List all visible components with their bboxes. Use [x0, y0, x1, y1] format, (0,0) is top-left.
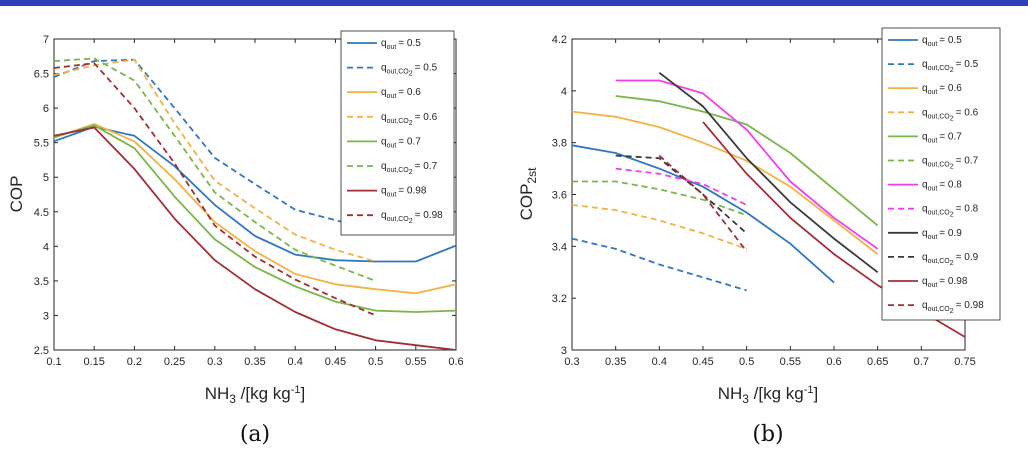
y-tick-label: 3.2	[552, 293, 567, 305]
y-tick-label: 3.4	[552, 241, 567, 253]
y-tick-label: 3.6	[552, 190, 567, 202]
x-axis-label-a: NH3 /[kg kg-1]	[205, 384, 306, 406]
y-tick-label: 4.2	[552, 34, 567, 46]
legend-entry-11: qout,CO2= 0.98	[922, 300, 984, 315]
legend-entry-1: qout,CO2= 0.5	[381, 63, 438, 78]
legend-entry-0: qout = 0.5	[922, 35, 962, 48]
header-title-strip	[0, 0, 1028, 6]
series-line-0	[572, 144, 835, 284]
legend-entry-10: qout = 0.98	[922, 276, 968, 289]
x-tick-label: 0.15	[83, 356, 104, 368]
y-tick-label: 4.5	[34, 207, 49, 219]
legend-entry-5: qout,CO2= 0.7	[922, 156, 979, 171]
y-tick-label: 3	[43, 310, 49, 322]
series-line-3	[572, 204, 748, 250]
x-tick-label: 0.4	[288, 356, 303, 368]
series-line-3	[54, 58, 376, 263]
series-line-5	[54, 57, 376, 282]
legend-entry-2: qout = 0.6	[381, 87, 421, 100]
legend-box	[340, 30, 455, 236]
legend-entry-9: qout,CO2= 0.9	[922, 252, 979, 267]
series-line-1	[572, 237, 747, 292]
y-tick-label: 7	[43, 34, 49, 46]
y-tick-label: 6.5	[34, 69, 49, 81]
x-tick-label: 0.45	[325, 356, 346, 368]
legend-entry-7: qout,CO2= 0.98	[381, 210, 443, 225]
series-lines	[54, 57, 456, 350]
y-tick-label: 5	[43, 172, 49, 184]
x-tick-label: 0.7	[914, 356, 929, 368]
x-tick-label: 0.4	[652, 356, 667, 368]
series-line-6	[615, 79, 879, 250]
x-tick-label: 0.25	[164, 356, 185, 368]
x-tick-label: 0.55	[780, 356, 801, 368]
legend-entry-6: qout = 0.98	[381, 186, 427, 199]
x-tick-label: 0.6	[448, 356, 463, 368]
y-axis-label-b: COP2st	[517, 167, 539, 221]
x-tick-label: 0.3	[207, 356, 222, 368]
x-tick-label: 0.1	[46, 356, 61, 368]
legend-entry-5: qout,CO2= 0.7	[381, 161, 438, 176]
x-tick-label: 0.5	[368, 356, 383, 368]
series-line-1	[54, 58, 376, 232]
legend-entry-3: qout,CO2= 0.6	[922, 107, 979, 122]
legend-entry-4: qout = 0.7	[381, 136, 421, 149]
x-tick-label: 0.35	[244, 356, 265, 368]
series-line-6	[54, 126, 456, 350]
legend-entry-1: qout,CO2= 0.5	[922, 59, 979, 74]
legend-box	[881, 27, 1001, 321]
x-tick-label: 0.55	[405, 356, 426, 368]
x-tick-label: 0.3	[564, 356, 579, 368]
series-line-2	[54, 123, 456, 295]
legend-entry-7: qout,CO2= 0.8	[922, 204, 979, 219]
y-tick-label: 5.5	[34, 138, 49, 150]
series-line-0	[54, 125, 456, 263]
x-tick-label: 0.35	[605, 356, 626, 368]
y-tick-label: 6	[43, 103, 49, 115]
legend-a: qout = 0.5 qout,CO2= 0.5 qout = 0.6 qout,CO2=…	[340, 30, 455, 236]
y-tick-label: 2.5	[34, 345, 49, 357]
series-line-2	[572, 110, 879, 255]
panel-a: 0.1 0.15 0.2 0.25 0.3 0.35 0.4 0.45 0.5 0.55 0.6 2.…	[7, 30, 464, 447]
x-tick-label: 0.5	[739, 356, 754, 368]
series-line-4	[615, 95, 879, 227]
y-tick-label: 3.8	[552, 138, 567, 150]
x-tick-label: 0.2	[127, 356, 142, 368]
y-tick-label: 4	[561, 86, 567, 98]
panel-b: 0.3 0.35 0.4 0.45 0.5 0.55 0.6 0.65 0.7 0.75 3 3.2 3…	[517, 27, 1001, 447]
series-line-4	[54, 124, 456, 313]
x-axis-label-b: NH3 /[kg kg-1]	[718, 384, 819, 406]
series-line-9	[615, 154, 748, 235]
series-line-7	[615, 167, 748, 206]
legend-entry-2: qout = 0.6	[922, 83, 962, 96]
legend-entry-3: qout,CO2= 0.6	[381, 112, 438, 127]
y-tick-label: 3.5	[34, 276, 49, 288]
x-tick-label: 0.45	[692, 356, 713, 368]
x-tick-label: 0.75	[954, 356, 975, 368]
series-line-8	[658, 71, 879, 274]
caption-a: (a)	[240, 422, 270, 447]
legend-entry-6: qout = 0.8	[922, 180, 962, 193]
legend-entry-4: qout = 0.7	[922, 131, 962, 144]
caption-b: (b)	[752, 422, 783, 447]
legend-entry-0: qout = 0.5	[381, 38, 421, 51]
x-tick-label: 0.65	[867, 356, 888, 368]
legend-b: qout = 0.5 qout,CO2= 0.5 qout = 0.6 qout,CO2=…	[881, 27, 1001, 321]
series-line-7	[54, 62, 376, 317]
y-tick-label: 4	[43, 241, 49, 253]
x-tick-label: 0.6	[826, 356, 841, 368]
legend-entry-8: qout = 0.9	[922, 228, 962, 241]
y-tick-label: 3	[561, 345, 567, 357]
plot-area-a: 0.1 0.15 0.2 0.25 0.3 0.35 0.4 0.45 0.5 0.55 0.6 2.…	[34, 34, 464, 368]
y-axis-label-a: COP	[7, 176, 26, 213]
